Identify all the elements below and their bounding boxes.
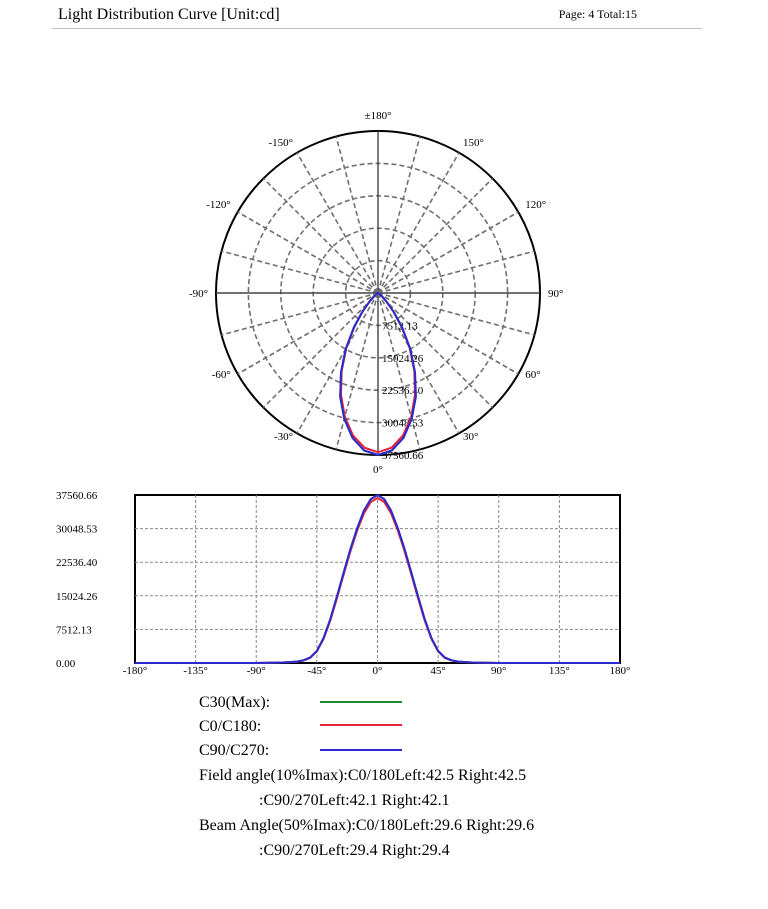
legend-c30-swatch: [320, 701, 402, 703]
linear-y-tick: 30048.53: [56, 524, 98, 536]
polar-spoke: [377, 292, 494, 409]
polar-angle-label: 150°: [463, 137, 484, 149]
linear-x-tick: 45°: [430, 665, 445, 677]
polar-angle-label: 90°: [548, 288, 563, 300]
legend-c0-label: C0/C180:: [199, 718, 262, 735]
polar-spoke: [335, 136, 379, 294]
linear-x-tick: 180°: [610, 665, 631, 677]
polar-chart: ±180° 150° 120° 90° 60° 30° 0° -30° -60° -90° -120…: [189, 110, 563, 476]
linear-x-tick: 90°: [491, 665, 506, 677]
polar-spoke: [221, 250, 379, 294]
field-angle-line1: Field angle(10%Imax):C0/180Left:42.5 Rig…: [199, 767, 527, 784]
linear-x-tick: 135°: [549, 665, 570, 677]
polar-angle-label: -150°: [268, 137, 293, 149]
polar-spoke: [377, 152, 460, 294]
header-divider: [52, 28, 702, 29]
polar-spoke: [237, 292, 379, 375]
polar-angle-label: 30°: [463, 431, 478, 443]
polar-spoke: [262, 292, 379, 409]
legend-c90-label: C90/C270:: [199, 742, 270, 759]
linear-y-tick: 7512.13: [56, 624, 92, 636]
polar-angle-label: 60°: [525, 369, 540, 381]
linear-x-tick: -180°: [123, 665, 148, 677]
polar-spoke: [377, 292, 519, 375]
page-title: Light Distribution Curve [Unit:cd]: [58, 6, 280, 23]
linear-y-tick: 15024.26: [56, 591, 98, 603]
legend-c0-swatch: [320, 724, 402, 726]
linear-x-tick: -90°: [247, 665, 266, 677]
polar-spoke: [296, 152, 379, 294]
polar-spoke: [377, 177, 494, 294]
beam-angle-line2: :C90/270Left:29.4 Right:29.4: [259, 842, 450, 859]
legend-c30-label: C30(Max):: [199, 694, 271, 711]
polar-spoke: [335, 292, 379, 450]
polar-angle-label: -60°: [212, 369, 231, 381]
page-counter: Page: 4 Total:15: [558, 7, 637, 21]
field-angle-line2: :C90/270Left:42.1 Right:42.1: [259, 792, 450, 809]
polar-spoke: [237, 211, 379, 294]
polar-series-c90_c270: [339, 292, 417, 457]
polar-spoke: [262, 177, 379, 294]
polar-spoke: [377, 292, 421, 450]
linear-x-tick: 0°: [373, 665, 383, 677]
polar-angle-label: -120°: [206, 199, 231, 211]
linear-x-tick: -45°: [307, 665, 326, 677]
legend-c90-swatch: [320, 749, 402, 751]
polar-angle-label: -30°: [274, 431, 293, 443]
polar-spoke: [221, 292, 379, 336]
polar-spoke: [296, 292, 379, 434]
linear-y-tick: 22536.40: [56, 557, 98, 569]
polar-angle-label: ±180°: [365, 110, 392, 122]
polar-ring-label: 7512.13: [382, 320, 418, 332]
linear-y-tick: 0.00: [56, 658, 76, 670]
polar-spoke: [377, 292, 460, 434]
beam-angle-line1: Beam Angle(50%Imax):C0/180Left:29.6 Righ…: [199, 817, 535, 834]
linear-x-tick: -135°: [183, 665, 208, 677]
polar-angle-label: -90°: [189, 288, 208, 300]
polar-angle-label: 120°: [525, 199, 546, 211]
polar-ring-label: 22536.40: [382, 385, 424, 397]
polar-angle-label: 0°: [373, 464, 383, 476]
polar-spoke: [377, 211, 519, 294]
polar-spoke: [377, 136, 421, 294]
linear-chart: 37560.66 30048.53 22536.40 15024.26 7512.13 0…: [56, 490, 631, 677]
polar-ring-label: 30048.53: [382, 418, 424, 430]
polar-ring-label: 37560.66: [382, 450, 424, 462]
linear-y-tick: 37560.66: [56, 490, 98, 502]
polar-spoke: [377, 292, 535, 336]
linear-series-c90_c270: [135, 493, 620, 664]
polar-spoke: [377, 250, 535, 294]
